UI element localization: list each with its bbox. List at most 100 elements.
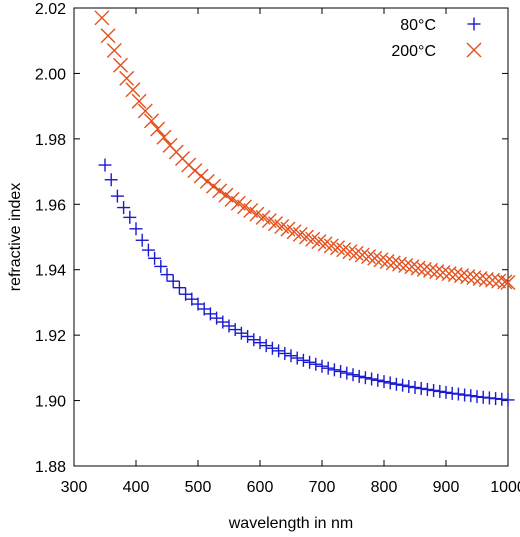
y-tick-label: 1.88 [35, 459, 66, 476]
data-point-200c [299, 229, 314, 245]
data-point-80c [464, 389, 478, 403]
data-point-80c [98, 158, 112, 172]
data-point-200c [485, 272, 500, 288]
data-point-80c [451, 387, 465, 401]
data-point-80c [123, 210, 137, 224]
data-point-200c [330, 240, 345, 256]
y-tick-label: 1.96 [35, 197, 66, 214]
data-point-200c [466, 270, 482, 286]
data-point-80c [352, 369, 366, 383]
data-point-80c [172, 281, 186, 295]
legend-label-80c: 80°C [400, 17, 436, 34]
data-point-200c [94, 10, 110, 26]
y-axis-label: refractive index [7, 183, 24, 292]
data-point-80c [104, 173, 118, 187]
data-point-200c [385, 255, 401, 271]
x-tick-label: 1000 [490, 479, 520, 496]
data-point-80c [396, 378, 410, 392]
data-point-200c [478, 272, 494, 288]
data-point-80c [315, 359, 329, 373]
x-tick-label: 800 [371, 479, 398, 496]
data-point-80c [433, 384, 447, 398]
data-point-80c [303, 355, 317, 369]
legend-cross-icon [466, 42, 482, 58]
data-point-200c [392, 256, 407, 272]
axis-ticks [73, 7, 509, 467]
y-tick-label: 2.00 [35, 66, 66, 83]
data-point-80c [309, 357, 323, 371]
data-point-80c [247, 333, 261, 347]
data-point-80c [154, 259, 168, 273]
data-point-80c [327, 363, 341, 377]
y-tick-label: 1.90 [35, 394, 66, 411]
data-point-200c [398, 257, 414, 273]
data-point-200c [472, 271, 488, 287]
data-point-80c [129, 222, 143, 236]
data-point-200c [106, 43, 122, 59]
data-point-80c [377, 375, 391, 389]
data-point-200c [447, 267, 463, 283]
data-point-200c [416, 261, 432, 277]
data-point-80c [278, 346, 292, 360]
data-point-200c [218, 187, 234, 203]
data-point-80c [290, 351, 304, 365]
data-point-80c [110, 189, 124, 203]
data-point-80c [420, 382, 434, 396]
data-point-80c [427, 383, 441, 397]
x-tick-label: 500 [185, 479, 212, 496]
data-point-80c [414, 381, 428, 395]
y-tick-label: 1.98 [35, 132, 66, 149]
data-point-80c [241, 329, 255, 343]
x-tick-labels: 300 400 500 600 700 800 900 1000 [61, 479, 520, 496]
series-0 [98, 158, 515, 407]
data-point-200c [429, 264, 445, 280]
data-point-200c [379, 254, 395, 270]
data-point-80c [135, 233, 149, 247]
legend-marker-200c [466, 42, 482, 58]
data-point-200c [404, 259, 420, 275]
data-point-200c [373, 252, 389, 268]
data-point-80c [148, 251, 162, 265]
data-point-80c [141, 243, 155, 257]
data-point-80c [160, 268, 174, 282]
x-tick-label: 600 [247, 479, 274, 496]
data-point-200c [336, 242, 352, 258]
data-point-80c [334, 364, 348, 378]
data-point-200c [454, 268, 469, 284]
data-point-80c [402, 380, 416, 394]
legend-plus-icon [467, 17, 481, 31]
data-point-200c [212, 183, 228, 199]
y-tick-label: 1.92 [35, 328, 66, 345]
data-point-80c [439, 385, 453, 399]
x-axis-label: wavelength in nm [228, 515, 354, 532]
legend-marker-80c [467, 17, 481, 31]
data-point-80c [166, 274, 180, 288]
x-tick-label: 400 [123, 479, 150, 496]
data-point-200c [500, 274, 516, 290]
y-tick-label: 2.02 [35, 1, 66, 18]
data-marks [94, 10, 516, 407]
data-point-200c [156, 129, 172, 145]
data-point-200c [125, 82, 141, 98]
data-point-200c [423, 262, 438, 278]
data-point-80c [222, 319, 236, 333]
y-tick-labels: 1.88 1.90 1.92 1.94 1.96 1.98 2.00 2.02 [35, 1, 66, 476]
data-point-80c [365, 372, 379, 386]
data-point-200c [131, 93, 147, 109]
data-point-80c [272, 344, 286, 358]
data-point-80c [346, 368, 360, 382]
data-point-80c [340, 366, 354, 380]
data-point-80c [228, 323, 242, 337]
data-point-200c [199, 173, 215, 189]
data-point-200c [144, 113, 159, 129]
x-tick-label: 300 [61, 479, 88, 496]
data-point-80c [234, 326, 248, 340]
data-point-80c [408, 380, 422, 394]
data-point-200c [410, 260, 426, 276]
data-point-200c [361, 249, 376, 265]
data-point-80c [371, 373, 385, 387]
data-point-200c [323, 238, 339, 254]
y-tick-label: 1.94 [35, 263, 66, 280]
data-point-80c [265, 341, 279, 355]
x-tick-label: 700 [309, 479, 336, 496]
